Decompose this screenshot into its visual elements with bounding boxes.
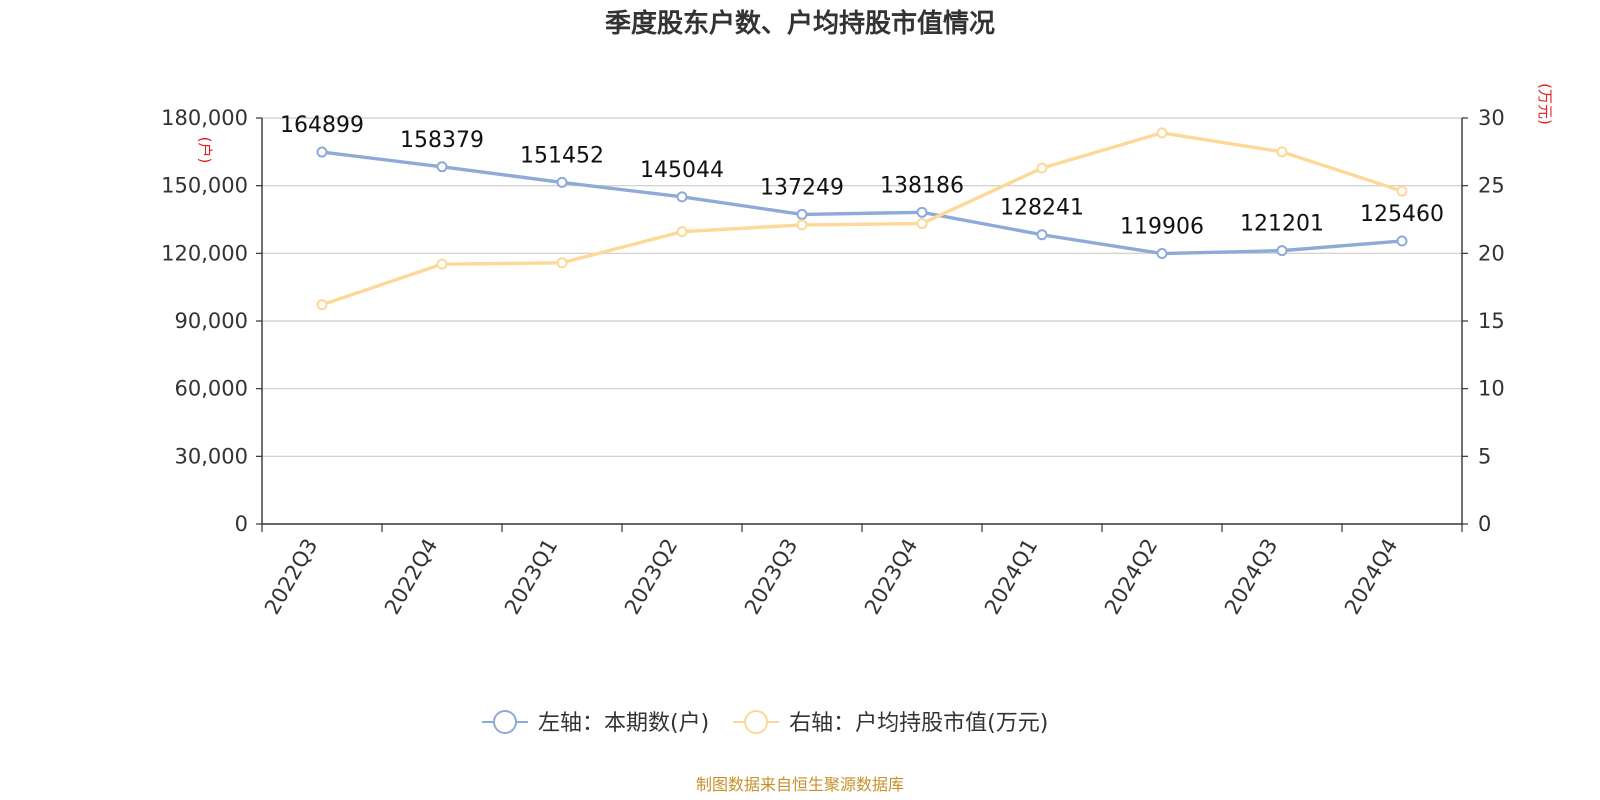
data-point [1398, 187, 1407, 196]
left-tick-label: 120,000 [161, 241, 248, 265]
data-point [678, 227, 687, 236]
data-point [1038, 230, 1047, 239]
right-tick-label: 5 [1478, 444, 1491, 468]
data-label: 151452 [520, 143, 604, 168]
data-point [558, 258, 567, 267]
left-tick-label: 30,000 [175, 444, 248, 468]
data-point [438, 260, 447, 269]
x-tick-label: 2023Q1 [500, 535, 562, 619]
source-note: 制图数据来自恒生聚源数据库 [696, 775, 904, 794]
right-tick-label: 10 [1478, 377, 1505, 401]
legend-item-1[interactable]: 左轴：本期数(户) [482, 711, 709, 736]
data-point [1158, 128, 1167, 137]
x-tick-label: 2022Q3 [260, 535, 322, 619]
data-point [798, 210, 807, 219]
data-label: 138186 [880, 173, 964, 198]
data-point [798, 220, 807, 229]
x-tick-label: 2023Q3 [740, 535, 802, 619]
x-tick-label: 2024Q3 [1220, 535, 1282, 619]
data-point [1278, 147, 1287, 156]
data-point [1398, 237, 1407, 246]
right-tick-label: 20 [1478, 241, 1505, 265]
data-point [438, 162, 447, 171]
x-tick-label: 2024Q4 [1340, 535, 1402, 619]
data-point [918, 219, 927, 228]
data-label: 121201 [1240, 212, 1324, 237]
right-tick-label: 25 [1478, 174, 1505, 198]
x-tick-label: 2024Q2 [1100, 535, 1162, 619]
data-label: 119906 [1120, 215, 1204, 240]
data-point [558, 178, 567, 187]
data-point [1278, 246, 1287, 255]
right-tick-label: 30 [1478, 106, 1505, 130]
x-tick-label: 2023Q2 [620, 535, 682, 619]
right-tick-label: 0 [1478, 512, 1491, 536]
data-label: 164899 [280, 113, 364, 138]
series-line-1 [322, 152, 1402, 253]
data-point [318, 148, 327, 157]
legend[interactable]: 左轴：本期数(户) 右轴：户均持股市值(万元) [482, 711, 1048, 736]
x-tick-label: 2022Q4 [380, 535, 442, 619]
legend-item-2[interactable]: 右轴：户均持股市值(万元) [733, 711, 1048, 736]
left-tick-label: 90,000 [175, 309, 248, 333]
right-axis-unit: (万元) [1536, 83, 1554, 125]
left-tick-label: 150,000 [161, 174, 248, 198]
data-point [1158, 249, 1167, 258]
x-tick-label: 2024Q1 [980, 535, 1042, 619]
left-tick-label: 180,000 [161, 106, 248, 130]
left-tick-label: 60,000 [175, 377, 248, 401]
legend-circle-icon [494, 711, 516, 733]
data-labels: 164899 158379 151452 145044 137249 138186 1282… [280, 113, 1444, 239]
legend-label: 左轴：本期数(户) [538, 711, 709, 736]
data-point [678, 192, 687, 201]
left-tick-label: 0 [235, 512, 248, 536]
data-label: 125460 [1360, 202, 1444, 227]
data-label: 128241 [1000, 196, 1084, 221]
data-label: 137249 [760, 175, 844, 200]
data-point [918, 208, 927, 217]
x-tick-label: 2023Q4 [860, 535, 922, 619]
legend-label: 右轴：户均持股市值(万元) [789, 711, 1048, 736]
data-label: 158379 [400, 128, 484, 153]
data-point [1038, 164, 1047, 173]
left-axis-unit: (户) [196, 137, 214, 164]
right-tick-label: 15 [1478, 309, 1505, 333]
data-point [318, 300, 327, 309]
legend-circle-icon [745, 711, 767, 733]
chart-title: 季度股东户数、户均持股市值情况 [605, 8, 995, 39]
data-label: 145044 [640, 158, 724, 183]
